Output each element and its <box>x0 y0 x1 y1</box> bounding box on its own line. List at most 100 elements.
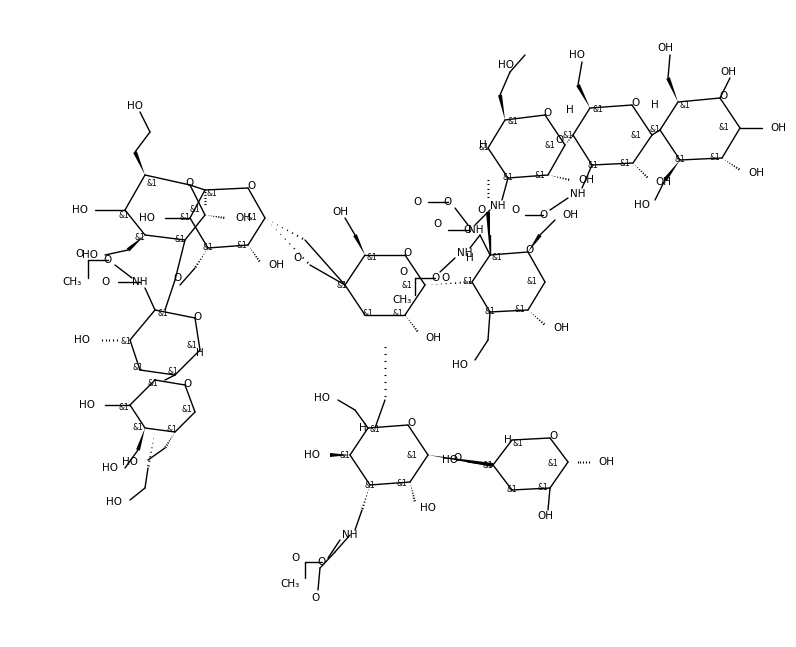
Text: O: O <box>414 197 422 207</box>
Text: O: O <box>311 593 319 603</box>
Polygon shape <box>127 235 145 252</box>
Text: H: H <box>196 348 204 358</box>
Text: HO: HO <box>79 400 95 410</box>
Text: &1: &1 <box>508 118 518 127</box>
Text: O: O <box>184 379 192 389</box>
Text: &1: &1 <box>478 144 490 153</box>
Text: &1: &1 <box>396 479 408 487</box>
Text: OH: OH <box>425 333 441 343</box>
Text: H: H <box>479 140 487 150</box>
Text: O: O <box>318 557 326 567</box>
Text: NH: NH <box>342 530 357 540</box>
Text: &1: &1 <box>485 307 495 316</box>
Text: &1: &1 <box>527 278 537 287</box>
Text: &1: &1 <box>537 483 548 492</box>
Text: NH: NH <box>490 201 505 211</box>
Polygon shape <box>428 455 494 467</box>
Text: O: O <box>444 197 452 207</box>
Text: O: O <box>76 249 84 259</box>
Text: &1: &1 <box>363 309 373 318</box>
Text: O: O <box>174 273 182 283</box>
Text: &1: &1 <box>168 367 178 377</box>
Text: O: O <box>511 205 519 215</box>
Text: OH: OH <box>553 323 569 333</box>
Text: O: O <box>454 453 462 463</box>
Polygon shape <box>486 212 490 255</box>
Polygon shape <box>528 234 541 252</box>
Text: &1: &1 <box>544 140 556 149</box>
Text: HO: HO <box>420 503 436 513</box>
Text: HO: HO <box>139 213 155 223</box>
Text: O: O <box>556 135 564 145</box>
Text: &1: &1 <box>337 281 347 289</box>
Text: H: H <box>651 100 659 110</box>
Text: &1: &1 <box>236 241 248 250</box>
Text: HO: HO <box>82 250 98 260</box>
Text: NH: NH <box>457 248 473 258</box>
Text: &1: &1 <box>593 105 603 115</box>
Text: HO: HO <box>634 200 650 210</box>
Text: HO: HO <box>72 205 88 215</box>
Text: &1: &1 <box>719 124 729 133</box>
Text: H: H <box>466 253 474 263</box>
Polygon shape <box>353 234 365 255</box>
Text: OH: OH <box>657 43 673 53</box>
Text: &1: &1 <box>189 206 201 215</box>
Text: &1: &1 <box>340 450 350 459</box>
Text: HO: HO <box>452 360 468 370</box>
Polygon shape <box>663 160 680 181</box>
Text: &1: &1 <box>482 461 494 470</box>
Polygon shape <box>133 151 145 175</box>
Text: HO: HO <box>106 497 122 507</box>
Text: O: O <box>248 181 256 191</box>
Text: O: O <box>404 248 412 258</box>
Text: &1: &1 <box>619 159 630 168</box>
Text: HO: HO <box>122 457 138 467</box>
Text: O: O <box>464 225 472 235</box>
Text: &1: &1 <box>492 254 502 263</box>
Text: HO: HO <box>442 455 458 465</box>
Text: OH: OH <box>770 123 786 133</box>
Text: &1: &1 <box>650 126 661 135</box>
Text: CH₃: CH₃ <box>63 277 82 287</box>
Text: O: O <box>526 245 534 255</box>
Polygon shape <box>498 94 505 120</box>
Text: O: O <box>631 98 639 108</box>
Text: CH₃: CH₃ <box>392 295 412 305</box>
Text: &1: &1 <box>186 340 197 349</box>
Text: &1: &1 <box>462 278 474 287</box>
Polygon shape <box>666 77 678 102</box>
Text: &1: &1 <box>181 406 193 415</box>
Text: HO: HO <box>102 463 118 473</box>
Text: OH: OH <box>720 67 736 77</box>
Text: OH: OH <box>578 175 594 185</box>
Text: O: O <box>291 553 299 563</box>
Text: NH: NH <box>570 189 586 199</box>
Text: &1: &1 <box>146 179 158 188</box>
Text: &1: &1 <box>680 100 690 109</box>
Text: &1: &1 <box>407 450 417 459</box>
Text: O: O <box>407 418 416 428</box>
Text: &1: &1 <box>247 214 257 223</box>
Text: &1: &1 <box>630 131 642 140</box>
Text: NH: NH <box>132 277 148 287</box>
Text: &1: &1 <box>119 404 130 413</box>
Text: OH: OH <box>598 457 614 467</box>
Text: OH: OH <box>748 168 764 178</box>
Text: &1: &1 <box>133 422 143 432</box>
Text: &1: &1 <box>515 305 525 314</box>
Text: &1: &1 <box>675 155 685 164</box>
Text: &1: &1 <box>365 481 376 490</box>
Text: O: O <box>103 255 112 265</box>
Polygon shape <box>330 453 350 457</box>
Text: O: O <box>478 205 486 215</box>
Text: O: O <box>294 253 302 263</box>
Text: HO: HO <box>304 450 320 460</box>
Text: &1: &1 <box>369 426 380 435</box>
Text: &1: &1 <box>367 254 377 263</box>
Text: &1: &1 <box>158 309 169 318</box>
Text: &1: &1 <box>147 378 158 388</box>
Text: &1: &1 <box>709 153 720 162</box>
Text: &1: &1 <box>166 426 178 435</box>
Text: O: O <box>539 210 547 220</box>
